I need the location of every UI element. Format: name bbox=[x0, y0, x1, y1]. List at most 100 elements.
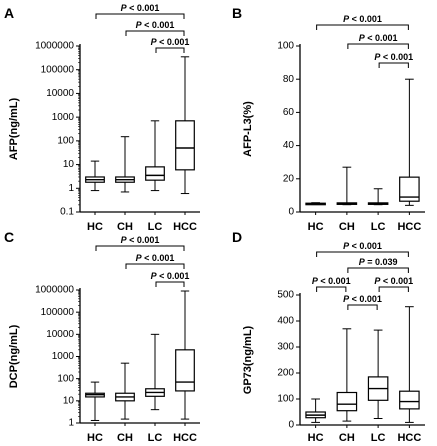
y-tick-label: 400 bbox=[277, 316, 294, 327]
y-axis-label: AFP(ng/mL) bbox=[8, 98, 20, 161]
significance-label: P < 0.001 bbox=[374, 276, 413, 286]
x-tick-label: HC bbox=[87, 221, 103, 233]
box-iqr bbox=[145, 166, 165, 181]
y-tick-label: 0 bbox=[288, 207, 294, 218]
x-tick-label: LC bbox=[148, 221, 163, 233]
x-tick-label: HC bbox=[87, 432, 103, 444]
x-tick-label: HCC bbox=[397, 432, 421, 444]
y-tick-label: 1000 bbox=[52, 112, 75, 123]
bracket-line bbox=[95, 13, 185, 19]
significance-label: P < 0.001 bbox=[121, 3, 160, 13]
y-axis-label: DCP(ng/mL) bbox=[8, 324, 20, 388]
y-tick-label: 10 bbox=[63, 395, 75, 406]
panel-d: D GP73(ng/mL) 0 100 200 300 400 500 HC CH LC HCC P <… bbox=[232, 229, 425, 444]
comparison-bracket: P < 0.001 bbox=[125, 253, 185, 269]
y-tick-label: 1 bbox=[68, 183, 74, 194]
y-tick-label: 0 bbox=[288, 420, 294, 431]
comparison-bracket: P < 0.001 bbox=[151, 37, 190, 53]
y-tick-label: 300 bbox=[277, 342, 294, 353]
box-lc bbox=[367, 188, 389, 206]
significance-label: P < 0.001 bbox=[151, 37, 190, 47]
box-hc bbox=[85, 381, 105, 421]
panel-letter: B bbox=[232, 5, 242, 21]
y-tick-label: 10000 bbox=[46, 88, 74, 99]
y-tick-label: 10 bbox=[63, 159, 75, 170]
bracket-line bbox=[125, 263, 185, 269]
comparison-bracket: P < 0.001 bbox=[125, 20, 185, 36]
x-tick-label: HCC bbox=[397, 221, 421, 233]
box-ch bbox=[115, 362, 135, 420]
panel-a: A AFP(ng/mL) 0.1 1 10 100 1000 10000 100000 10000… bbox=[4, 3, 200, 233]
x-tick-label: LC bbox=[371, 432, 386, 444]
bracket-line bbox=[347, 267, 409, 273]
comparison-bracket: P < 0.001 bbox=[316, 241, 409, 257]
box-hc bbox=[305, 202, 326, 206]
y-tick-label: 1 bbox=[68, 418, 74, 429]
bracket-line bbox=[378, 286, 409, 292]
y-axis-label: AFP-L3(%) bbox=[242, 101, 254, 157]
panel-letter: A bbox=[4, 5, 14, 21]
panel-letter: C bbox=[4, 229, 14, 245]
comparison-bracket: P < 0.001 bbox=[347, 33, 409, 49]
significance-label: P < 0.001 bbox=[312, 276, 351, 286]
x-tick-label: LC bbox=[148, 432, 163, 444]
box-iqr bbox=[399, 390, 420, 410]
x-tick-label: HCC bbox=[173, 432, 197, 444]
y-tick-label: 500 bbox=[277, 290, 294, 301]
bracket-line bbox=[378, 62, 409, 68]
comparison-bracket: P < 0.001 bbox=[95, 235, 185, 251]
box-iqr bbox=[175, 120, 195, 171]
bracket-line bbox=[316, 286, 347, 292]
y-tick-label: 100000 bbox=[41, 307, 75, 318]
y-tick-label: 100 bbox=[277, 41, 294, 52]
box-hc bbox=[85, 160, 105, 192]
significance-label: P < 0.001 bbox=[121, 235, 160, 245]
x-tick-label: HCC bbox=[173, 221, 197, 233]
box-hc bbox=[305, 398, 326, 423]
y-axis-label: GP73(ng/mL) bbox=[242, 325, 254, 394]
x-tick-label: HC bbox=[308, 432, 324, 444]
y-tick-label: 100 bbox=[57, 135, 74, 146]
y-tick-label: 10000 bbox=[46, 329, 74, 340]
bracket-line bbox=[155, 47, 185, 53]
bracket-line bbox=[347, 304, 378, 310]
significance-label: P = 0.039 bbox=[359, 257, 398, 267]
box-hcc bbox=[175, 56, 195, 195]
y-tick-label: 60 bbox=[283, 107, 295, 118]
x-tick-label: LC bbox=[371, 221, 386, 233]
x-tick-label: HC bbox=[308, 221, 324, 233]
bracket-line bbox=[155, 281, 185, 287]
bracket-line bbox=[347, 43, 409, 49]
box-lc bbox=[367, 329, 389, 419]
box-hcc bbox=[399, 306, 420, 423]
box-iqr bbox=[175, 349, 195, 392]
comparison-bracket: P < 0.001 bbox=[312, 276, 351, 292]
comparison-bracket: P < 0.001 bbox=[343, 294, 382, 310]
significance-label: P < 0.001 bbox=[343, 241, 382, 251]
box-hcc bbox=[175, 290, 195, 420]
box-ch bbox=[336, 166, 358, 206]
significance-label: P < 0.001 bbox=[359, 33, 398, 43]
y-tick-label: 1000 bbox=[52, 351, 75, 362]
significance-label: P < 0.001 bbox=[151, 271, 190, 281]
x-tick-label: CH bbox=[117, 221, 133, 233]
box-ch bbox=[336, 328, 358, 422]
y-tick-label: 100 bbox=[277, 394, 294, 405]
y-tick-label: 200 bbox=[277, 368, 294, 379]
bracket-line bbox=[316, 251, 409, 257]
box-iqr bbox=[336, 391, 358, 412]
panel-letter: D bbox=[232, 229, 242, 245]
y-tick-label: 100 bbox=[57, 373, 74, 384]
comparison-bracket: P < 0.001 bbox=[151, 271, 190, 287]
bracket-line bbox=[125, 30, 185, 36]
significance-label: P < 0.001 bbox=[136, 20, 175, 30]
x-tick-label: CH bbox=[339, 432, 355, 444]
x-tick-label: CH bbox=[339, 221, 355, 233]
box-hcc bbox=[399, 78, 420, 206]
comparison-bracket: P < 0.001 bbox=[374, 276, 413, 292]
comparison-bracket: P < 0.001 bbox=[374, 52, 413, 68]
y-tick-label: 1000000 bbox=[35, 285, 74, 296]
bracket-line bbox=[95, 245, 185, 251]
y-tick-label: 40 bbox=[283, 140, 295, 151]
